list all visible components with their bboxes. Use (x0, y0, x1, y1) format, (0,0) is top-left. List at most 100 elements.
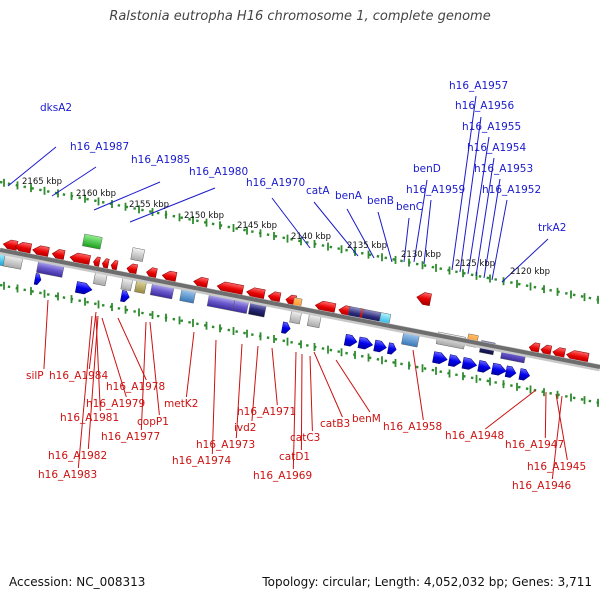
accession-text: Accession: NC_008313 (9, 575, 146, 589)
connector-line (117, 317, 147, 381)
gene-label-benb: benB (367, 195, 394, 207)
tick-label: 2120 kbp (510, 267, 550, 277)
gene-label-h16-a1979: h16_A1979 (86, 398, 145, 410)
gene-label-catc3: catC3 (290, 432, 320, 444)
connector-line (483, 178, 501, 279)
gene-label-h16-a1945: h16_A1945 (527, 461, 586, 473)
connector-line (475, 157, 495, 277)
tick-label: 2160 kbp (76, 189, 116, 199)
gene-label-h16-a1970: h16_A1970 (246, 177, 305, 189)
gene-label-bena: benA (335, 190, 363, 202)
gene-label-metk2: metK2 (164, 398, 198, 410)
forward-gene-arrow (120, 290, 130, 303)
connector-line (491, 199, 508, 281)
connector-line (43, 299, 49, 370)
gene-label-h16-a1947: h16_A1947 (505, 439, 564, 451)
connector-line (413, 179, 428, 263)
gene-label-h16-a1978: h16_A1978 (106, 381, 165, 393)
gene-label-h16-a1984: h16_A1984 (49, 370, 108, 382)
upper-ruler-line (0, 180, 600, 302)
connector-line (87, 315, 99, 450)
reverse-gene-arrow (416, 292, 432, 306)
tick-label: 2150 kbp (184, 211, 224, 221)
connector-line (485, 389, 537, 430)
gene-label-catd1: catD1 (279, 451, 310, 463)
tick-label: 2130 kbp (401, 250, 441, 260)
forward-gene-arrow (432, 351, 448, 364)
connector-line (377, 211, 393, 263)
connector-line (185, 331, 195, 398)
lower-connector-lines (43, 299, 568, 480)
connector-line (335, 359, 371, 413)
connector-line (309, 355, 313, 432)
connector-line (544, 391, 547, 439)
gene-label-h16-a1974: h16_A1974 (172, 455, 231, 467)
tick-label: 2155 kbp (129, 200, 169, 210)
connector-line (93, 181, 161, 211)
gene-label-h16-a1953: h16_A1953 (474, 163, 533, 175)
forward-gene-arrow (477, 360, 491, 373)
connector-line (77, 315, 93, 469)
forward-gene-arrow (281, 321, 291, 334)
upper-gene-labels: dksA2 h16_A1987h16_A1985h16_A1980h16_A197… (40, 80, 566, 234)
gene-label-h16-a1983: h16_A1983 (38, 469, 97, 481)
backbone (0, 248, 600, 369)
connector-line (412, 349, 424, 421)
gene-label-catb3: catB3 (320, 418, 350, 430)
gene-label-h16-a1971: h16_A1971 (237, 406, 296, 418)
gene-label-h16-a1952: h16_A1952 (482, 184, 541, 196)
gene-label-h16-a1981: h16_A1981 (60, 412, 119, 424)
tick-label: 2135 kbp (347, 241, 387, 251)
connector-line (555, 393, 568, 461)
connector-line (211, 339, 217, 455)
tick-label: 2140 kbp (291, 232, 331, 242)
connector-line (251, 345, 259, 422)
genome-summary-text: Topology: circular; Length: 4,052,032 bp… (262, 575, 592, 589)
gene-label-bend: benD (413, 163, 441, 175)
forward-gene-arrow (74, 281, 93, 295)
tick-label: 2125 kbp (455, 259, 495, 269)
gene-label-copp1: copP1 (137, 416, 169, 428)
gene-label-h16-a1969: h16_A1969 (253, 470, 312, 482)
connector-line (313, 201, 359, 257)
gene-label-h16-a1980: h16_A1980 (189, 166, 248, 178)
connector-line (129, 187, 216, 223)
connector-line (403, 217, 410, 263)
tick-labels: 2165 kbp 2160 kbp 2155 kbp 2150 kbp 2145 kbp… (22, 177, 550, 277)
connector-line (346, 208, 375, 259)
connector-line (51, 166, 97, 197)
gene-label-h16-a1982: h16_A1982 (48, 450, 107, 462)
connector-line (313, 351, 343, 418)
forward-gene-arrow (447, 354, 462, 367)
gene-label-h16-a1958: h16_A1958 (383, 421, 442, 433)
upper-feature-box (82, 233, 103, 250)
connector-line (459, 116, 482, 273)
map-title: Ralstonia eutropha H16 chromosome 1, com… (109, 9, 491, 24)
gene-label-cata: catA (306, 185, 330, 197)
connector-line (149, 321, 160, 416)
connector-line (551, 395, 563, 480)
forward-strand-genes (33, 273, 531, 381)
forward-gene-arrow (518, 368, 531, 381)
gene-label-trka2: trkA2 (538, 222, 566, 234)
gene-label-h16-a1948: h16_A1948 (445, 430, 504, 442)
forward-gene-arrow (461, 357, 478, 370)
connector-line (271, 347, 278, 406)
connector-line (423, 199, 432, 265)
gene-label-benm: benM (352, 413, 381, 425)
gene-label-h16-a1946: h16_A1946 (512, 480, 571, 492)
forward-gene-arrow (387, 342, 397, 355)
forward-gene-arrow (33, 273, 42, 286)
tick-label: 2145 kbp (237, 221, 277, 231)
gene-label-h16-a1954: h16_A1954 (467, 142, 526, 154)
connector-line (101, 317, 127, 398)
connector-line (271, 197, 311, 249)
tick-label: 2165 kbp (22, 177, 62, 187)
gene-label-benc: benC (396, 201, 423, 213)
forward-gene-arrow (343, 333, 358, 347)
gene-label-h16-a1977: h16_A1977 (101, 431, 160, 443)
gene-label-ivd2: ivd2 (234, 422, 256, 434)
